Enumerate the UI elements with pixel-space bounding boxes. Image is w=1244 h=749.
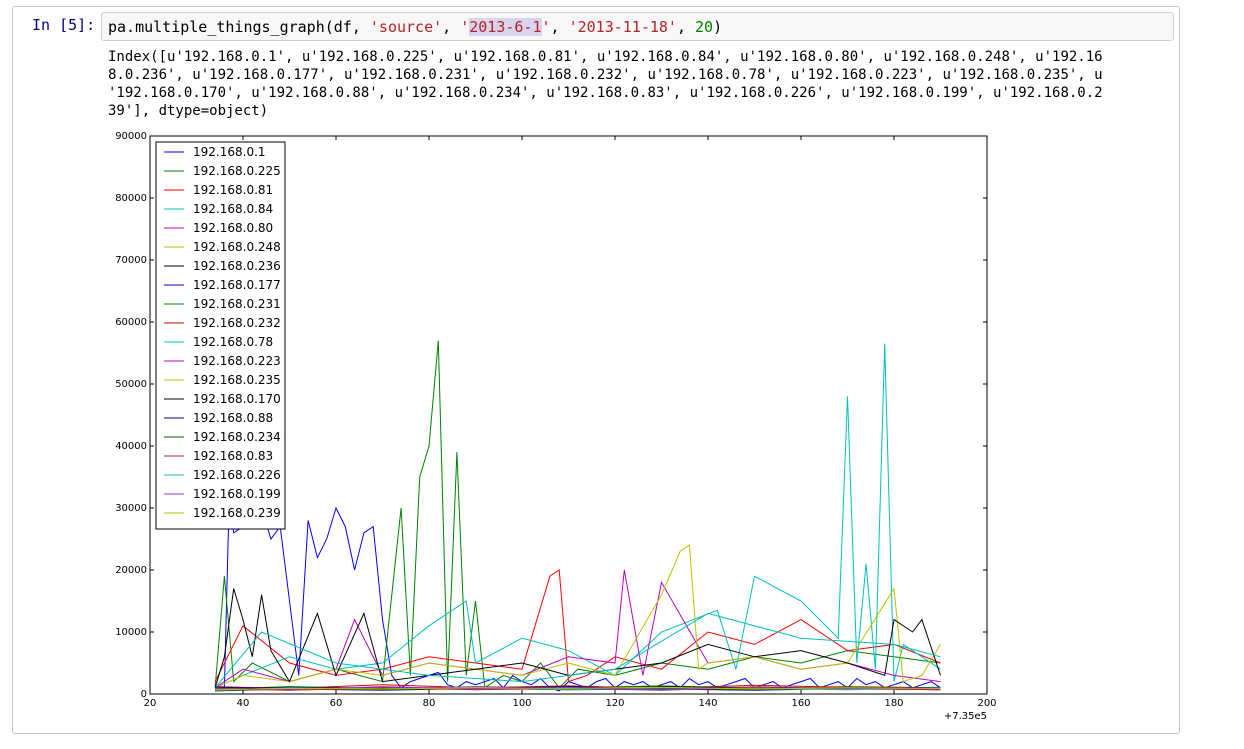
- x-tick-label: 100: [512, 698, 531, 709]
- legend-label: 192.168.0.1: [193, 145, 266, 159]
- series-line: [214, 588, 941, 688]
- x-offset-label: +7.35e5: [944, 711, 987, 722]
- x-tick-label: 80: [423, 698, 436, 709]
- series-line: [215, 686, 941, 691]
- x-tick-label: 20: [144, 698, 157, 709]
- output-text: Index([u'192.168.0.1', u'192.168.0.225',…: [108, 48, 1176, 120]
- code-sep: ,: [676, 18, 696, 36]
- y-tick-label: 70000: [115, 255, 147, 266]
- plot-frame: [149, 135, 988, 695]
- y-tick-label: 10000: [115, 627, 147, 638]
- code-sep: ,: [550, 18, 569, 36]
- legend-label: 192.168.0.225: [193, 164, 281, 178]
- y-tick-label: 50000: [115, 379, 147, 390]
- legend-label: 192.168.0.232: [193, 316, 281, 330]
- y-tick-label: 80000: [115, 193, 147, 204]
- code-sep: ,: [442, 18, 461, 36]
- input-prompt: In [5]:: [32, 16, 96, 34]
- legend-label: 192.168.0.223: [193, 354, 281, 368]
- output-line: '192.168.0.170', u'192.168.0.88', u'192.…: [108, 85, 1103, 101]
- x-tick-label: 120: [605, 698, 624, 709]
- output-plot: 20 40 60 80 100 120 140 160 180 200 +7.35e5 0 10000 2…: [100, 126, 1010, 730]
- legend-label: 192.168.0.80: [193, 221, 273, 235]
- y-tick-label: 60000: [115, 317, 147, 328]
- output-line: 39'], dtype=object): [108, 103, 269, 119]
- y-tick-label: 20000: [115, 565, 147, 576]
- series-line: [214, 544, 941, 689]
- y-tick-label: 0: [141, 689, 147, 700]
- x-tick-label: 140: [698, 698, 717, 709]
- legend-label: 192.168.0.84: [193, 202, 273, 216]
- legend-label: 192.168.0.199: [193, 487, 281, 501]
- output-line: Index([u'192.168.0.1', u'192.168.0.225',…: [108, 49, 1103, 65]
- x-tick-label: 160: [791, 698, 810, 709]
- y-tick-label: 30000: [115, 503, 147, 514]
- legend-label: 192.168.0.78: [193, 335, 273, 349]
- output-line: 8.0.236', u'192.168.0.177', u'192.168.0.…: [108, 67, 1103, 83]
- legend-label: 192.168.0.226: [193, 468, 281, 482]
- legend-label: 192.168.0.235: [193, 373, 281, 387]
- x-tick-label: 60: [330, 698, 343, 709]
- legend-label: 192.168.0.88: [193, 411, 273, 425]
- code-arg-start-date-selected: 2013-6-1: [469, 18, 542, 36]
- legend-label: 192.168.0.81: [193, 183, 273, 197]
- legend-label: 192.168.0.170: [193, 392, 281, 406]
- legend-label: 192.168.0.239: [193, 506, 281, 520]
- legend-label: 192.168.0.83: [193, 449, 273, 463]
- code-arg-source: 'source': [369, 18, 443, 36]
- y-tick-label: 90000: [115, 131, 147, 142]
- code-quote: ': [541, 18, 551, 36]
- code-input[interactable]: pa.multiple_things_graph(df, 'source', '…: [101, 12, 1174, 41]
- legend-label: 192.168.0.231: [193, 297, 281, 311]
- legend-box: [155, 141, 286, 530]
- notebook-cell[interactable]: [12, 6, 1180, 734]
- series-line: [214, 343, 941, 689]
- line-chart: 20 40 60 80 100 120 140 160 180 200 +7.35e5 0 10000 2…: [115, 131, 996, 722]
- legend-label: 192.168.0.177: [193, 278, 281, 292]
- legend-label: 192.168.0.234: [193, 430, 281, 444]
- code-close-paren: ): [713, 18, 723, 36]
- y-tick-label: 40000: [115, 441, 147, 452]
- series-line: [214, 569, 941, 683]
- code-arg-end-date: '2013-11-18': [568, 18, 677, 36]
- x-tick-label: 180: [884, 698, 903, 709]
- x-tick-label: 40: [237, 698, 250, 709]
- legend-label: 192.168.0.236: [193, 259, 281, 273]
- series-line: [214, 612, 941, 689]
- code-arg-count: 20: [695, 18, 714, 36]
- legend-label: 192.168.0.248: [193, 240, 281, 254]
- code-quote: ': [460, 18, 470, 36]
- code-call: pa.multiple_things_graph(df,: [108, 18, 370, 36]
- x-tick-label: 200: [977, 698, 996, 709]
